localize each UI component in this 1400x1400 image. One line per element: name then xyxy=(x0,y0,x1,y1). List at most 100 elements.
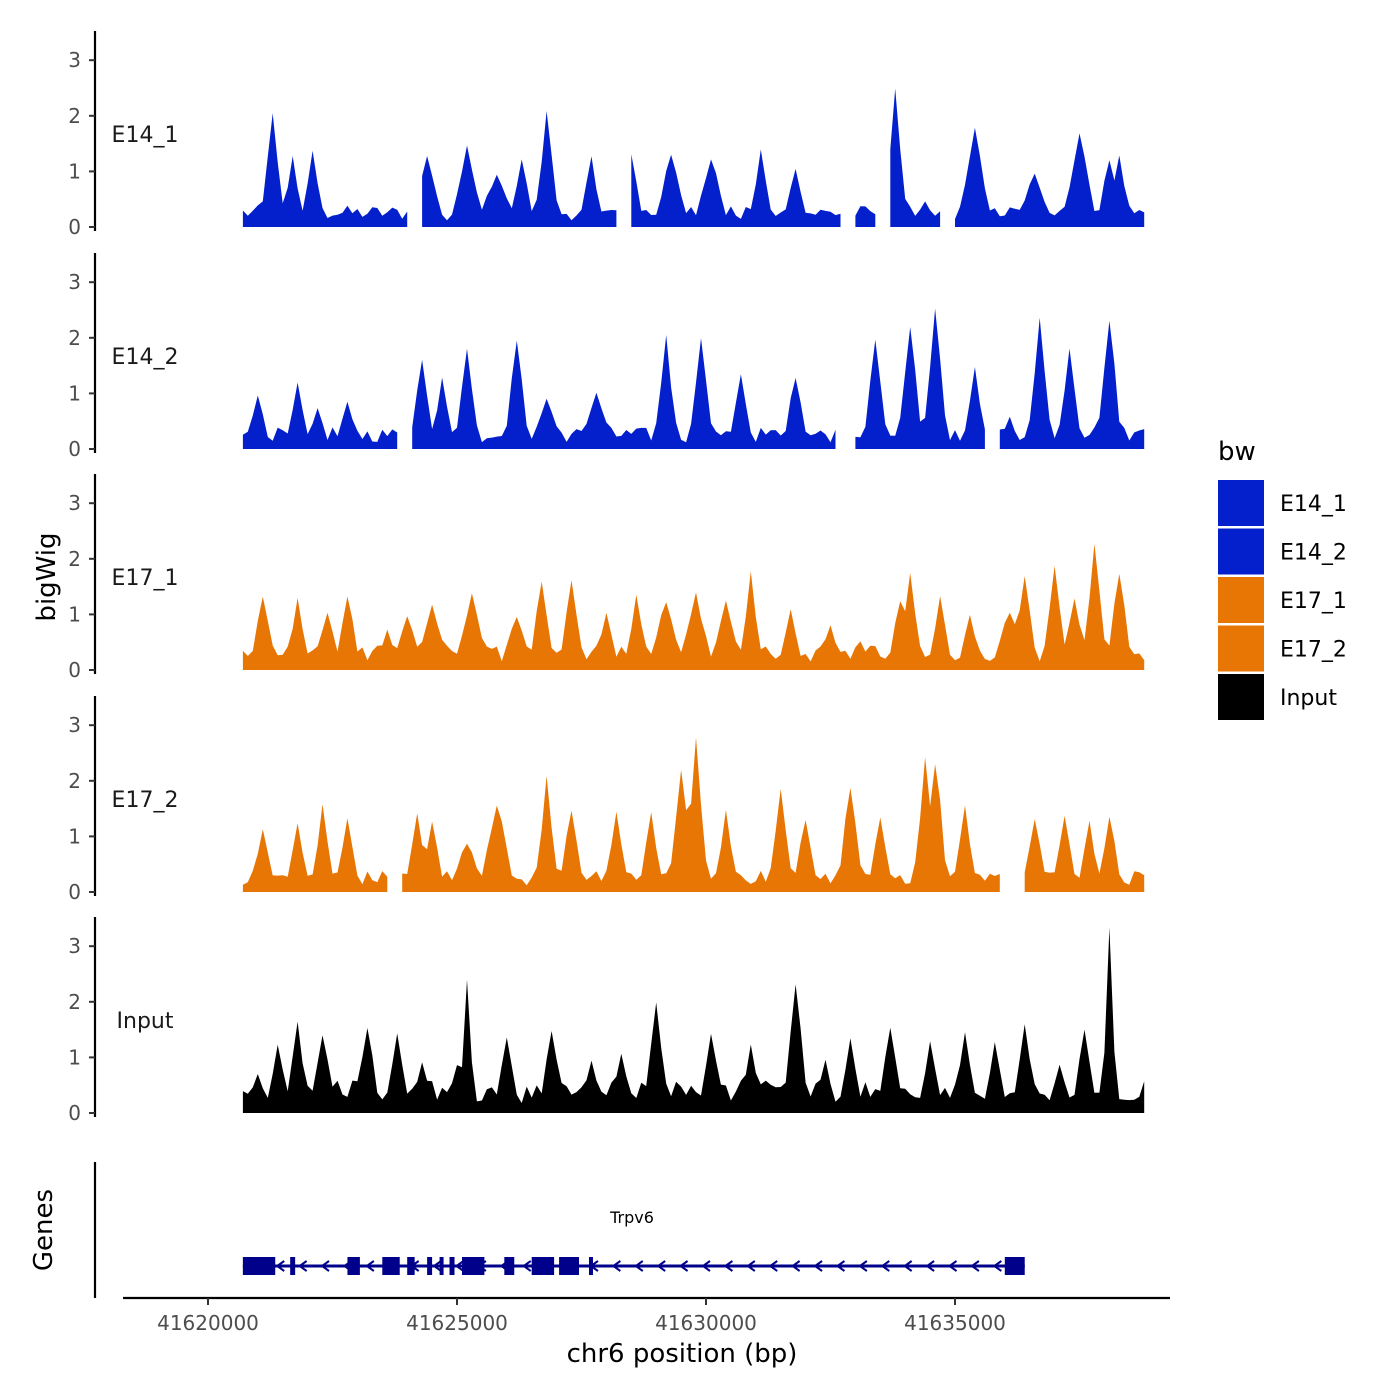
y-tick-label-Input-3: 3 xyxy=(68,934,81,958)
gene-strand-arrow xyxy=(297,1260,308,1272)
gene-exon-7 xyxy=(439,1257,444,1275)
track-E14_2: 0 1 2 3 E14_2 xyxy=(68,253,1145,461)
y-tick-label-E14_2-3: 3 xyxy=(68,270,81,294)
gene-strand-arrow xyxy=(701,1260,711,1272)
y-tick-label-E14_1-1: 1 xyxy=(68,159,81,183)
y-tick-label-E17_1-1: 1 xyxy=(68,602,81,626)
y-tick-label-Input-2: 2 xyxy=(68,990,81,1014)
y-tick-label-E14_2-2: 2 xyxy=(68,326,81,350)
track-Input: 0 1 2 3 Input xyxy=(68,917,1145,1125)
y-tick-label-E17_2-3: 3 xyxy=(68,713,81,737)
gene-strand-arrow xyxy=(858,1260,868,1272)
gene-exon-5 xyxy=(407,1257,415,1275)
track-label-E14_1: E14_1 xyxy=(112,123,179,148)
bigwig-tracks: 0 1 2 3 E14_1 0 1 2 3 E14_2 0 1 2 3 E17_1 0 1 2 3 E17_2 0 1 2 3… xyxy=(68,31,1145,1125)
gene-exon-3 xyxy=(347,1257,360,1275)
genes-axis-title: Genes xyxy=(29,1189,59,1271)
gene-exon-8 xyxy=(449,1257,455,1275)
track-E17_1: 0 1 2 3 E17_1 xyxy=(68,474,1145,682)
gene-strand-arrow xyxy=(432,1260,442,1272)
gene-exon-4 xyxy=(382,1257,400,1275)
legend-label-E17_2: E17_2 xyxy=(1280,638,1347,663)
signal-area-E17_2 xyxy=(242,737,1145,892)
x-axis-title: chr6 position (bp) xyxy=(567,1339,798,1369)
y-tick-label-E14_2-1: 1 xyxy=(68,381,81,405)
legend-key-Input xyxy=(1218,674,1264,720)
y-tick-label-E17_1-0: 0 xyxy=(68,658,81,682)
track-label-E17_2: E17_2 xyxy=(112,788,179,813)
gene-exon-6 xyxy=(427,1257,433,1275)
x-tick-label-41620000: 41620000 xyxy=(157,1311,259,1335)
gene-strand-arrow xyxy=(835,1260,846,1272)
y-tick-label-Input-1: 1 xyxy=(68,1045,81,1069)
y-axis-title: bigWig xyxy=(32,532,62,621)
legend-key-E17_2 xyxy=(1218,625,1264,672)
track-label-Input: Input xyxy=(117,1009,174,1034)
x-tick-label-41635000: 41635000 xyxy=(904,1311,1006,1335)
gene-strand-arrow xyxy=(723,1260,733,1272)
x-axis: 41620000 41625000 41630000 41635000 xyxy=(123,1296,1170,1335)
y-tick-label-E17_1-3: 3 xyxy=(68,491,81,515)
gene-exon-2 xyxy=(290,1257,296,1275)
track-E17_2: 0 1 2 3 E17_2 xyxy=(68,696,1145,904)
gene-strand-arrow xyxy=(947,1260,958,1272)
legend-key-E14_2 xyxy=(1218,528,1264,575)
y-tick-label-E14_2-0: 0 xyxy=(68,437,81,461)
gene-exon-14 xyxy=(1004,1257,1025,1275)
legend: bw E14_1 E14_2 E17_1 E17_2 Input xyxy=(1218,437,1347,720)
signal-area-E14_2 xyxy=(242,308,1145,449)
gene-exon-12 xyxy=(559,1257,580,1275)
x-axis-ticks: 41620000 41625000 41630000 41635000 xyxy=(157,1298,1006,1335)
y-tick-label-Input-0: 0 xyxy=(68,1101,81,1125)
gene-strand-arrow xyxy=(521,1260,532,1272)
gene-label: Trpv6 xyxy=(609,1208,654,1227)
gene-strand-arrow xyxy=(813,1260,823,1272)
gene-strand-arrow xyxy=(454,1260,465,1272)
legend-label-E14_1: E14_1 xyxy=(1280,492,1347,517)
gene-strand-arrow xyxy=(320,1260,330,1272)
gene-strand-arrow xyxy=(634,1260,644,1272)
track-label-E14_2: E14_2 xyxy=(112,345,179,370)
y-tick-label-E17_2-1: 1 xyxy=(68,824,81,848)
gene-exon-13 xyxy=(588,1257,593,1275)
gene-strand-arrow xyxy=(678,1260,689,1272)
legend-key-E14_1 xyxy=(1218,480,1264,526)
y-tick-label-E14_1-0: 0 xyxy=(68,215,81,239)
track-label-E17_1: E17_1 xyxy=(112,566,179,591)
signal-area-Input xyxy=(242,927,1145,1113)
x-tick-label-41630000: 41630000 xyxy=(655,1311,757,1335)
gene-strand-arrow xyxy=(992,1260,1002,1272)
gene-strand-arrow xyxy=(880,1260,890,1272)
gene-strand-arrow xyxy=(970,1260,980,1272)
gene-strand-arrow xyxy=(746,1260,756,1272)
gene-strand-arrow xyxy=(611,1260,621,1272)
gene-strand-arrow xyxy=(790,1260,801,1272)
y-tick-label-E17_2-2: 2 xyxy=(68,769,81,793)
signal-area-E14_1 xyxy=(242,88,1145,227)
legend-title: bw xyxy=(1218,437,1256,467)
track-E14_1: 0 1 2 3 E14_1 xyxy=(68,31,1145,239)
gene-strand-arrow xyxy=(925,1260,935,1272)
gene-model: Trpv6 xyxy=(242,1208,1025,1275)
gene-strand-arrow xyxy=(275,1260,285,1272)
y-tick-label-E14_1-2: 2 xyxy=(68,104,81,128)
gene-exon-11 xyxy=(531,1257,555,1275)
x-tick-label-41625000: 41625000 xyxy=(406,1311,508,1335)
legend-key-E17_1 xyxy=(1218,577,1264,623)
gene-strand-arrow xyxy=(902,1260,913,1272)
y-tick-label-E17_2-0: 0 xyxy=(68,880,81,904)
legend-label-Input: Input xyxy=(1280,686,1337,711)
legend-label-E17_1: E17_1 xyxy=(1280,589,1347,614)
gene-strand-arrow xyxy=(656,1260,666,1272)
gene-exon-9 xyxy=(461,1257,485,1275)
signal-area-E17_1 xyxy=(242,543,1145,670)
gene-strand-arrow xyxy=(365,1260,375,1272)
gene-exon-10 xyxy=(504,1257,515,1275)
genes-panel: Trpv6 xyxy=(93,1162,1025,1298)
gene-exon-1 xyxy=(242,1257,276,1275)
gene-strand-arrow xyxy=(768,1260,778,1272)
y-tick-label-E14_1-3: 3 xyxy=(68,48,81,72)
legend-entries: E14_1 E14_2 E17_1 E17_2 Input xyxy=(1218,480,1347,720)
legend-label-E14_2: E14_2 xyxy=(1280,541,1347,566)
